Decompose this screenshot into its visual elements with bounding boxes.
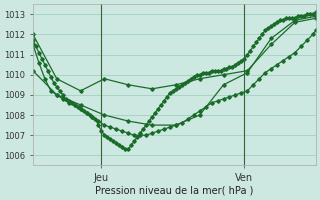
X-axis label: Pression niveau de la mer( hPa ): Pression niveau de la mer( hPa ): [95, 186, 253, 196]
